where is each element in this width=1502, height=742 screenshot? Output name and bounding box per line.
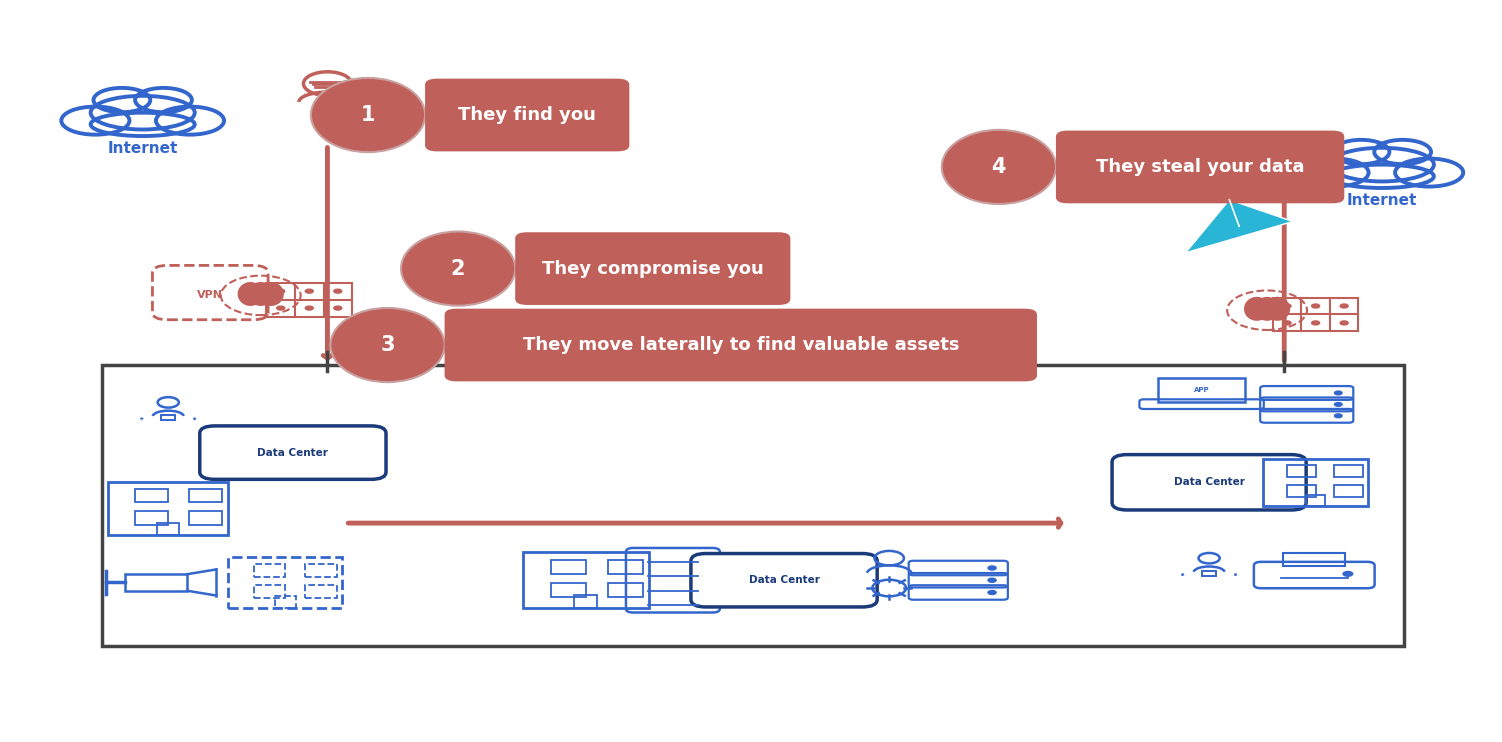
Ellipse shape	[93, 88, 150, 112]
Ellipse shape	[258, 282, 284, 306]
Ellipse shape	[311, 78, 425, 152]
Circle shape	[1283, 321, 1292, 325]
Circle shape	[1343, 571, 1353, 577]
Circle shape	[305, 306, 314, 310]
Ellipse shape	[90, 96, 195, 130]
Circle shape	[333, 306, 342, 310]
Ellipse shape	[156, 107, 224, 134]
Circle shape	[1340, 321, 1349, 325]
Ellipse shape	[237, 282, 263, 306]
Text: They steal your data: They steal your data	[1096, 158, 1304, 176]
Circle shape	[276, 306, 285, 310]
Circle shape	[1334, 414, 1343, 418]
Text: Data Center: Data Center	[748, 575, 820, 585]
FancyBboxPatch shape	[1111, 455, 1307, 510]
Ellipse shape	[135, 88, 192, 112]
Ellipse shape	[1244, 297, 1269, 321]
Ellipse shape	[1254, 297, 1280, 321]
Circle shape	[1334, 391, 1343, 395]
Text: VPN: VPN	[197, 290, 224, 301]
Ellipse shape	[1301, 159, 1368, 186]
Text: 1: 1	[360, 105, 376, 125]
Text: They compromise you: They compromise you	[542, 260, 763, 278]
Text: They move laterally to find valuable assets: They move laterally to find valuable ass…	[523, 336, 960, 354]
Ellipse shape	[1332, 139, 1389, 164]
Ellipse shape	[330, 308, 445, 382]
Ellipse shape	[942, 130, 1056, 204]
FancyBboxPatch shape	[515, 232, 790, 305]
Circle shape	[988, 578, 996, 582]
Text: 4: 4	[991, 157, 1006, 177]
Ellipse shape	[1329, 148, 1434, 182]
FancyBboxPatch shape	[691, 554, 877, 607]
Circle shape	[1283, 304, 1292, 308]
Circle shape	[1340, 304, 1349, 308]
Ellipse shape	[401, 232, 515, 306]
Ellipse shape	[1395, 159, 1463, 186]
Text: APP: APP	[1194, 387, 1209, 393]
Ellipse shape	[1329, 165, 1434, 188]
Text: They find you: They find you	[458, 106, 596, 124]
Circle shape	[305, 289, 314, 293]
FancyBboxPatch shape	[445, 309, 1036, 381]
Ellipse shape	[62, 107, 129, 134]
Text: Data Center: Data Center	[1173, 477, 1245, 487]
Circle shape	[1311, 304, 1320, 308]
Text: Internet: Internet	[1347, 193, 1416, 208]
Circle shape	[333, 289, 342, 293]
FancyBboxPatch shape	[102, 365, 1404, 646]
Ellipse shape	[1374, 139, 1431, 164]
Circle shape	[988, 591, 996, 594]
Circle shape	[1311, 321, 1320, 325]
Polygon shape	[1185, 200, 1293, 253]
FancyBboxPatch shape	[1056, 131, 1344, 203]
Text: Data Center: Data Center	[257, 447, 329, 458]
Ellipse shape	[248, 282, 273, 306]
FancyBboxPatch shape	[200, 426, 386, 479]
Text: 3: 3	[380, 335, 395, 355]
FancyBboxPatch shape	[425, 79, 629, 151]
Ellipse shape	[90, 113, 195, 136]
Ellipse shape	[1265, 297, 1290, 321]
Circle shape	[276, 289, 285, 293]
Text: Internet: Internet	[108, 141, 177, 156]
Text: 2: 2	[451, 259, 466, 278]
Circle shape	[988, 566, 996, 570]
Circle shape	[1334, 402, 1343, 407]
